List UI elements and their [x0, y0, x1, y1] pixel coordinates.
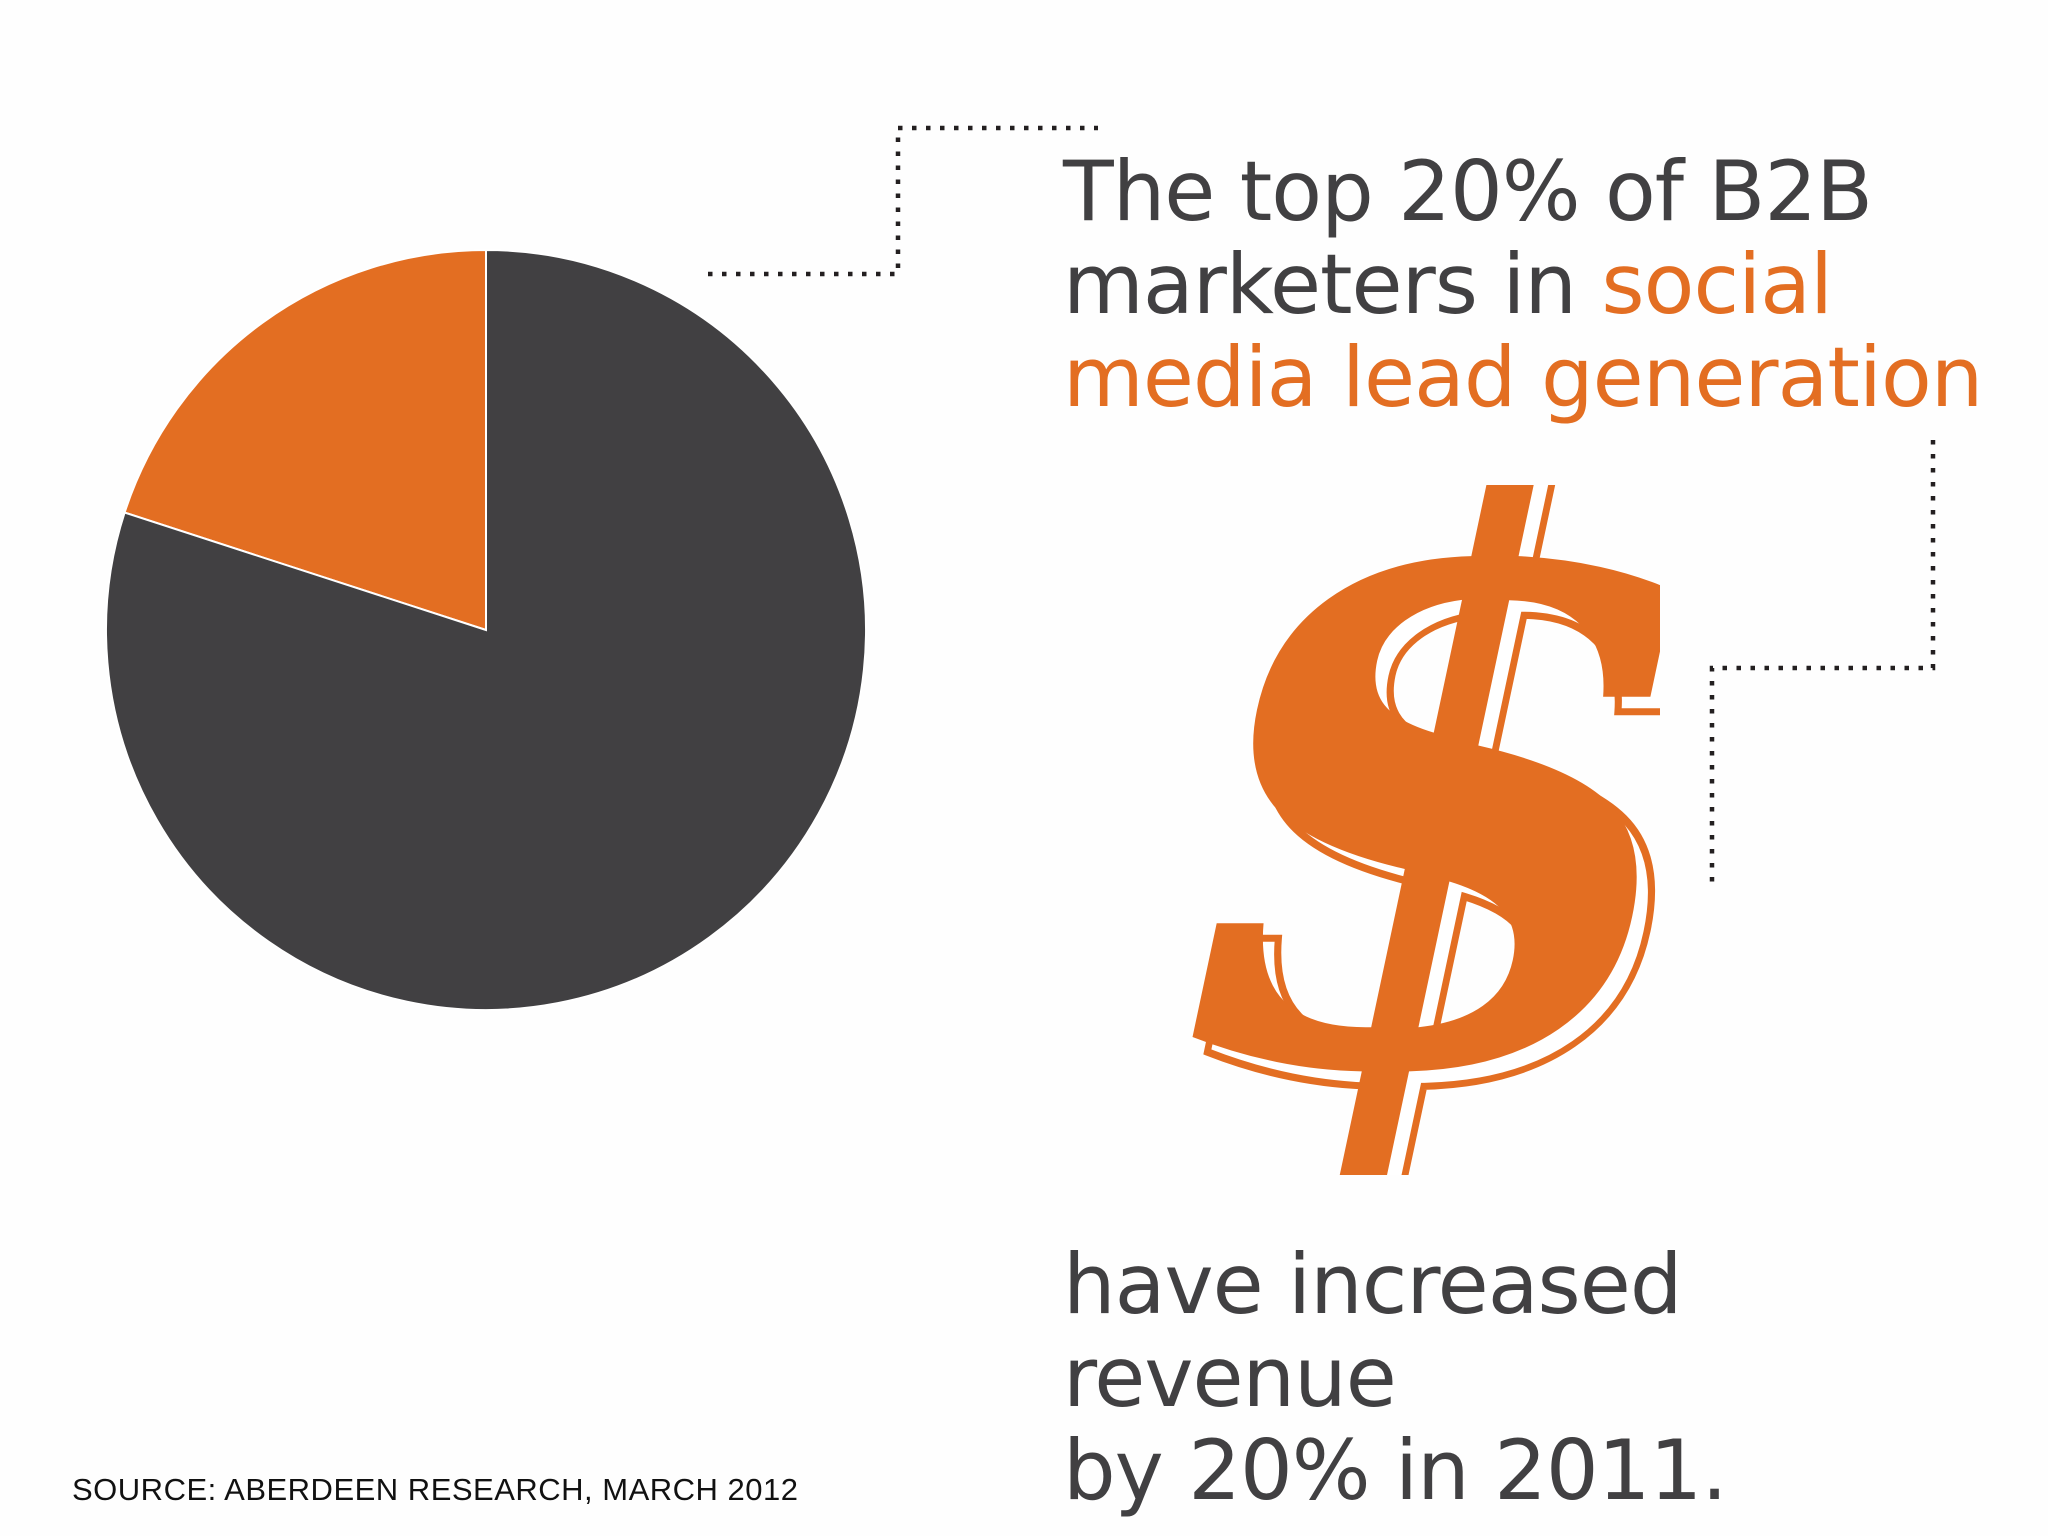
- headline-accent: social media lead generation: [1063, 236, 1983, 426]
- source-citation: SOURCE: ABERDEEN RESEARCH, MARCH 2012: [72, 1472, 799, 1507]
- pie-slice-0: [123, 248, 487, 632]
- headline: The top 20% of B2B marketers in social m…: [1063, 145, 2003, 424]
- closing-statement: have increased revenue by 20% in 2011.: [1063, 1238, 2023, 1517]
- closing-line-1: have increased revenue: [1063, 1236, 1683, 1426]
- right-connector: [1709, 440, 1936, 888]
- pie-slice-1: [105, 248, 867, 1011]
- svg-text:$: $: [1120, 485, 1660, 1175]
- pie-chart: [105, 248, 867, 1011]
- dollar-sign-icon: $ $: [1120, 485, 1660, 1175]
- svg-text:$: $: [1120, 485, 1660, 1175]
- headline-text: The top 20% of B2B marketers in: [1063, 143, 1873, 333]
- closing-line-2: by 20% in 2011.: [1063, 1422, 1728, 1519]
